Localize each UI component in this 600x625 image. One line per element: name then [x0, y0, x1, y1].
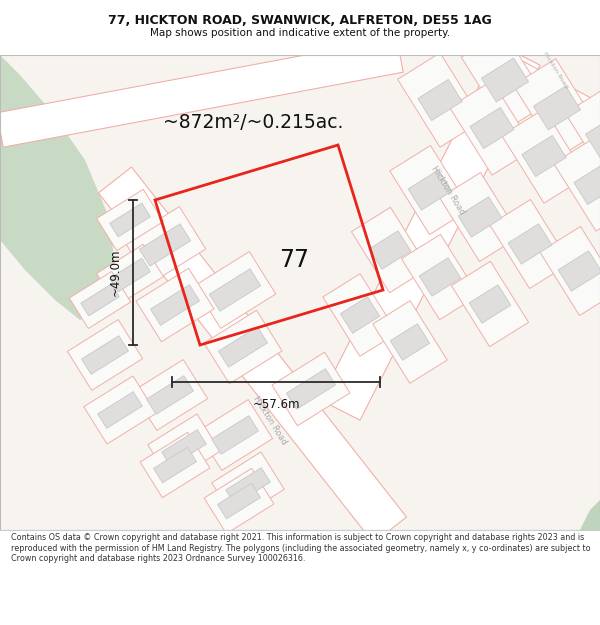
- Text: ~872m²/~0.215ac.: ~872m²/~0.215ac.: [163, 112, 343, 131]
- Polygon shape: [148, 414, 220, 482]
- Text: Hickton Road: Hickton Road: [251, 394, 289, 446]
- Polygon shape: [226, 468, 271, 504]
- Polygon shape: [391, 324, 430, 360]
- Polygon shape: [470, 107, 514, 149]
- Polygon shape: [449, 81, 535, 175]
- Polygon shape: [398, 53, 482, 147]
- Polygon shape: [320, 45, 540, 420]
- Polygon shape: [458, 197, 502, 237]
- Polygon shape: [151, 285, 200, 325]
- Polygon shape: [580, 500, 600, 530]
- Polygon shape: [323, 274, 397, 356]
- Polygon shape: [461, 31, 549, 129]
- Polygon shape: [481, 58, 529, 102]
- Text: 77: 77: [279, 248, 309, 272]
- Polygon shape: [133, 359, 208, 431]
- Polygon shape: [522, 136, 566, 177]
- Polygon shape: [209, 269, 260, 311]
- Polygon shape: [533, 86, 581, 130]
- Polygon shape: [194, 252, 276, 328]
- Polygon shape: [69, 271, 131, 329]
- Polygon shape: [98, 392, 142, 428]
- Polygon shape: [97, 244, 163, 306]
- Polygon shape: [161, 429, 206, 466]
- Polygon shape: [508, 224, 552, 264]
- Polygon shape: [110, 203, 151, 237]
- Polygon shape: [418, 79, 462, 121]
- Polygon shape: [513, 59, 600, 158]
- Polygon shape: [154, 448, 196, 482]
- Polygon shape: [540, 226, 600, 316]
- Polygon shape: [124, 207, 206, 283]
- Polygon shape: [212, 416, 259, 454]
- Polygon shape: [408, 170, 452, 210]
- Polygon shape: [81, 284, 119, 316]
- Polygon shape: [218, 483, 260, 519]
- Text: ~57.6m: ~57.6m: [252, 398, 300, 411]
- Polygon shape: [390, 146, 470, 234]
- Polygon shape: [82, 336, 128, 374]
- Polygon shape: [490, 199, 570, 289]
- Polygon shape: [84, 376, 156, 444]
- Polygon shape: [197, 399, 272, 471]
- Polygon shape: [136, 268, 214, 342]
- Polygon shape: [469, 285, 511, 323]
- Polygon shape: [67, 319, 143, 391]
- Text: Hickton Road: Hickton Road: [430, 164, 467, 216]
- Polygon shape: [140, 432, 210, 498]
- Text: ~49.0m: ~49.0m: [109, 249, 121, 296]
- Polygon shape: [373, 301, 447, 383]
- Text: Map shows position and indicative extent of the property.: Map shows position and indicative extent…: [150, 28, 450, 38]
- Polygon shape: [0, 55, 115, 320]
- Polygon shape: [212, 452, 284, 520]
- Polygon shape: [139, 224, 191, 266]
- Polygon shape: [218, 327, 268, 367]
- Polygon shape: [574, 163, 600, 204]
- Polygon shape: [502, 109, 586, 203]
- Text: 77, HICKTON ROAD, SWANWICK, ALFRETON, DE55 1AG: 77, HICKTON ROAD, SWANWICK, ALFRETON, DE…: [108, 14, 492, 27]
- Polygon shape: [558, 251, 600, 291]
- Polygon shape: [0, 38, 403, 148]
- Polygon shape: [451, 261, 529, 347]
- Polygon shape: [204, 310, 282, 384]
- Polygon shape: [286, 369, 335, 409]
- Polygon shape: [110, 258, 151, 292]
- Polygon shape: [146, 376, 193, 414]
- Polygon shape: [473, 42, 600, 133]
- Polygon shape: [440, 173, 520, 261]
- Polygon shape: [586, 114, 600, 158]
- Text: Contains OS data © Crown copyright and database right 2021. This information is : Contains OS data © Crown copyright and d…: [11, 533, 590, 563]
- Polygon shape: [369, 231, 411, 269]
- Polygon shape: [565, 87, 600, 185]
- Polygon shape: [98, 167, 407, 543]
- Polygon shape: [204, 468, 274, 534]
- Polygon shape: [272, 352, 350, 426]
- Polygon shape: [97, 189, 163, 251]
- Polygon shape: [340, 297, 380, 333]
- Polygon shape: [554, 137, 600, 231]
- Polygon shape: [352, 208, 428, 292]
- Text: Hickton Road: Hickton Road: [542, 51, 568, 89]
- Polygon shape: [419, 258, 461, 296]
- Polygon shape: [401, 234, 479, 320]
